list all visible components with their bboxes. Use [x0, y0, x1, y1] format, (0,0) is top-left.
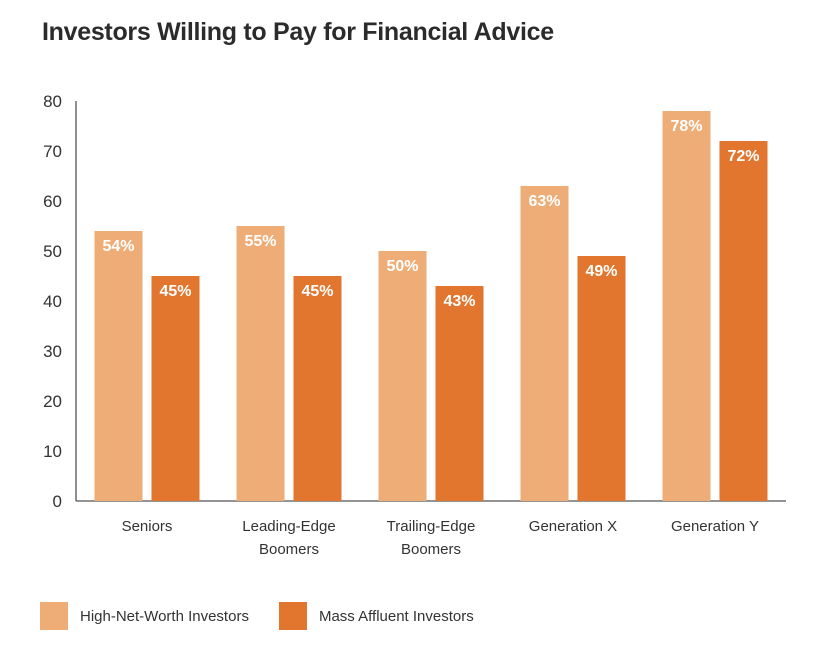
category-label: Boomers [401, 541, 461, 558]
legend-label-high-net-worth: High-Net-Worth Investors [80, 607, 249, 625]
y-tick-label: 30 [43, 342, 62, 361]
category-label: Trailing-Edge [387, 518, 476, 535]
bar [435, 286, 484, 501]
bar [577, 256, 626, 501]
data-label: 54% [102, 238, 134, 255]
bar [378, 251, 427, 501]
data-label: 45% [159, 283, 191, 300]
legend-swatch-high-net-worth [40, 602, 68, 630]
data-label: 55% [244, 233, 276, 250]
chart-title: Investors Willing to Pay for Financial A… [42, 18, 554, 46]
category-label: Generation X [529, 518, 617, 535]
legend-item-mass-affluent: Mass Affluent Investors [278, 602, 474, 630]
bar-chart: 0 10 20 30 40 50 60 70 80 54% 45% Seniors 55% 45% Lead… [43, 92, 786, 558]
bar [662, 111, 711, 501]
category-label: Leading-Edge [242, 518, 335, 535]
legend-item-high-net-worth: High-Net-Worth Investors [40, 602, 249, 630]
category-label: Generation Y [671, 518, 759, 535]
data-label: 78% [670, 118, 702, 135]
category-label: Seniors [122, 518, 173, 535]
y-tick-label: 40 [43, 292, 62, 311]
y-tick-label: 20 [43, 392, 62, 411]
data-label: 49% [585, 263, 617, 280]
y-tick-label: 50 [43, 242, 62, 261]
y-tick-label: 10 [43, 442, 62, 461]
y-tick-label: 70 [43, 142, 62, 161]
bar [719, 141, 768, 501]
bar [94, 231, 143, 501]
legend: High-Net-Worth Investors Mass Affluent I… [40, 602, 504, 630]
bar [236, 226, 285, 501]
y-tick-label: 80 [43, 92, 62, 111]
bar [520, 186, 569, 501]
data-label: 72% [727, 148, 759, 165]
bar [151, 276, 200, 501]
y-tick-label: 0 [53, 492, 62, 511]
y-tick-label: 60 [43, 192, 62, 211]
data-label: 45% [301, 283, 333, 300]
legend-swatch-mass-affluent [278, 602, 307, 630]
category-label: Boomers [259, 541, 319, 558]
legend-label-mass-affluent: Mass Affluent Investors [318, 607, 474, 625]
data-label: 50% [386, 258, 418, 275]
data-label: 63% [528, 193, 560, 210]
bar [293, 276, 342, 501]
data-label: 43% [443, 293, 475, 310]
